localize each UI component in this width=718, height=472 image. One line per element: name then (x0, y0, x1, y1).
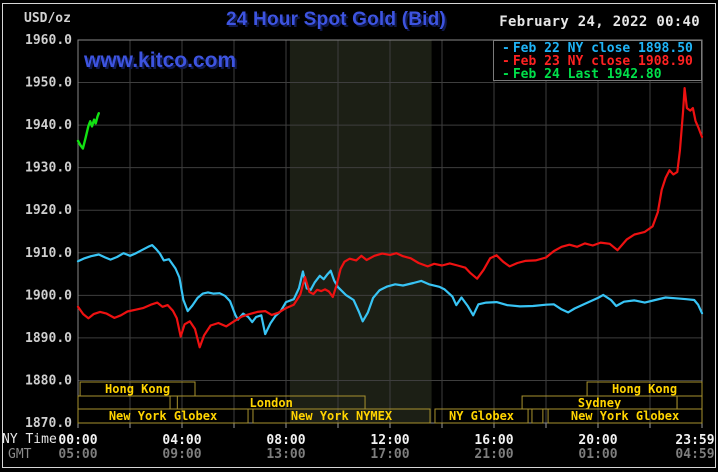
session-label: Hong Kong (105, 382, 170, 396)
legend: - Feb 22 NY close 1898.50 - Feb 23 NY clos… (493, 40, 702, 81)
session-label: New York Globex (571, 409, 679, 423)
session-box (77, 395, 171, 410)
session-label: London (250, 396, 293, 410)
y-tick-label: 1920.0 (25, 203, 72, 218)
x-tick-label-gmt: 21:00 (474, 447, 513, 462)
session-label: Sydney (578, 396, 621, 410)
y-tick-label: 1940.0 (25, 118, 72, 133)
chart-datetime: February 24, 2022 00:40 (499, 14, 700, 30)
session-label: Hong Kong (612, 382, 677, 396)
session-box (77, 408, 249, 424)
price-line-feb22 (76, 244, 704, 336)
y-tick-label: 1950.0 (25, 76, 72, 91)
x-tick-label-ny: 04:00 (162, 433, 201, 448)
session-box (252, 408, 431, 424)
x-tick-label-ny: 23:59 (675, 433, 714, 448)
y-tick-label: 1900.0 (25, 288, 72, 303)
session-box (531, 408, 544, 424)
nymex-floor-session-band (289, 40, 432, 423)
y-tick-label: 1870.0 (25, 416, 72, 431)
session-label: New York Globex (109, 409, 217, 423)
y-tick-label: 1910.0 (25, 246, 72, 261)
session-box (547, 408, 703, 424)
session-box (434, 408, 529, 424)
legend-row: - Feb 24 Last 1942.80 (502, 68, 701, 81)
chart-title: 24 Hour Spot Gold (Bid) (226, 9, 446, 30)
price-line-feb23 (76, 86, 704, 349)
kitco-watermark: www.kitco.com (84, 49, 237, 72)
price-line-feb24 (76, 111, 101, 150)
x-tick-label-ny: 00:00 (58, 433, 97, 448)
x-tick-label-ny: 08:00 (266, 433, 305, 448)
y-tick-label: 1960.0 (25, 33, 72, 48)
y-tick-label: 1930.0 (25, 161, 72, 176)
x-tick-label-gmt: 04:59 (675, 447, 714, 462)
x-axis-ny-time-label: NY Time (2, 432, 57, 447)
legend-label-feb22: Feb 22 NY close 1898.50 (512, 41, 693, 56)
session-label: New York NYMEX (291, 409, 393, 423)
legend-row: - Feb 22 NY close 1898.50 (502, 42, 701, 55)
y-tick-label: 1880.0 (25, 373, 72, 388)
x-tick-label-ny: 20:00 (578, 433, 617, 448)
x-tick-label-gmt: 09:00 (162, 447, 201, 462)
legend-label-feb23: Feb 23 NY close 1908.90 (512, 54, 693, 69)
y-tick-label: 1890.0 (25, 331, 72, 346)
legend-row: - Feb 23 NY close 1908.90 (502, 55, 701, 68)
legend-marker-feb22: - (502, 41, 510, 56)
x-tick-label-gmt: 05:00 (58, 447, 97, 462)
x-tick-label-gmt: 01:00 (578, 447, 617, 462)
x-tick-label-ny: 12:00 (370, 433, 409, 448)
session-label: NY Globex (449, 409, 514, 423)
x-tick-label-ny: 16:00 (474, 433, 513, 448)
session-box (676, 395, 703, 410)
x-axis-gmt-label: GMT (8, 447, 32, 462)
legend-marker-feb24: - (502, 67, 510, 82)
y-axis-units-label: USD/oz (24, 11, 71, 26)
legend-marker-feb23: - (502, 54, 510, 69)
x-tick-label-gmt: 13:00 (266, 447, 305, 462)
legend-label-feb24: Feb 24 Last 1942.80 (512, 67, 662, 82)
x-tick-label-gmt: 17:00 (370, 447, 409, 462)
